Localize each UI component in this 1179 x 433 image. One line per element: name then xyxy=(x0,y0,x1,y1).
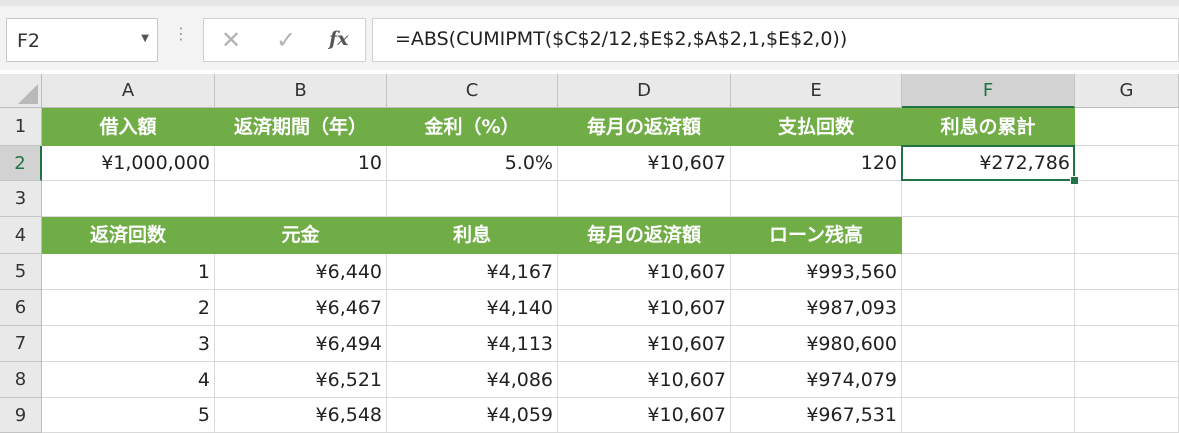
cell-g2[interactable] xyxy=(1075,146,1179,181)
cancel-icon[interactable]: ✕ xyxy=(221,26,242,54)
cell-f9[interactable] xyxy=(902,398,1075,433)
cell-a7[interactable]: 3 xyxy=(42,326,215,362)
cell-a5[interactable]: 1 xyxy=(42,254,215,290)
formula-input[interactable]: =ABS(CUMIPMT($C$2/12,$E$2,$A$2,1,$E$2,0)… xyxy=(372,18,1179,62)
column-header-a[interactable]: A xyxy=(42,74,215,108)
cell-f7[interactable] xyxy=(902,326,1075,362)
check-icon[interactable]: ✓ xyxy=(276,26,297,54)
fill-handle[interactable] xyxy=(1070,176,1079,185)
cell-a2[interactable]: ¥1,000,000 xyxy=(42,146,215,181)
cell-d6[interactable]: ¥10,607 xyxy=(558,290,731,326)
formula-bar: F2 ▼ ⋮ ✕ ✓ fx =ABS(CUMIPMT($C$2/12,$E$2,… xyxy=(0,6,1179,70)
cell-d5[interactable]: ¥10,607 xyxy=(558,254,731,290)
column-header-c[interactable]: C xyxy=(387,74,558,108)
cell-a4[interactable]: 返済回数 xyxy=(42,217,215,254)
cell-b5[interactable]: ¥6,440 xyxy=(215,254,387,290)
cell-d9[interactable]: ¥10,607 xyxy=(558,398,731,433)
cell-g4[interactable] xyxy=(1075,217,1179,254)
cell-d7[interactable]: ¥10,607 xyxy=(558,326,731,362)
insert-function-icon[interactable]: fx xyxy=(329,28,349,50)
cell-f5[interactable] xyxy=(902,254,1075,290)
chevron-down-icon[interactable]: ▼ xyxy=(141,33,149,44)
column-header-d[interactable]: D xyxy=(558,74,731,108)
cell-g5[interactable] xyxy=(1075,254,1179,290)
cell-b9[interactable]: ¥6,548 xyxy=(215,398,387,433)
cell-c4[interactable]: 利息 xyxy=(387,217,558,254)
cell-a3[interactable] xyxy=(42,181,215,217)
cell-e9[interactable]: ¥967,531 xyxy=(731,398,902,433)
cell-g3[interactable] xyxy=(1075,181,1179,217)
cell-b2[interactable]: 10 xyxy=(215,146,387,181)
cell-f3[interactable] xyxy=(902,181,1075,217)
cell-e3[interactable] xyxy=(731,181,902,217)
column-header-b[interactable]: B xyxy=(215,74,387,108)
cell-c7[interactable]: ¥4,113 xyxy=(387,326,558,362)
name-box-value: F2 xyxy=(17,30,41,52)
cell-c5[interactable]: ¥4,167 xyxy=(387,254,558,290)
row-header-7[interactable]: 7 xyxy=(0,326,42,362)
cell-e6[interactable]: ¥987,093 xyxy=(731,290,902,326)
cell-e5[interactable]: ¥993,560 xyxy=(731,254,902,290)
cell-d1[interactable]: 毎月の返済額 xyxy=(558,108,731,146)
cell-b8[interactable]: ¥6,521 xyxy=(215,362,387,398)
row-header-4[interactable]: 4 xyxy=(0,217,42,254)
cell-f4[interactable] xyxy=(902,217,1075,254)
cell-c1[interactable]: 金利（%） xyxy=(387,108,558,146)
cell-c6[interactable]: ¥4,140 xyxy=(387,290,558,326)
cell-g9[interactable] xyxy=(1075,398,1179,433)
cell-b6[interactable]: ¥6,467 xyxy=(215,290,387,326)
row-header-9[interactable]: 9 xyxy=(0,398,42,433)
row-header-8[interactable]: 8 xyxy=(0,362,42,398)
cell-b4[interactable]: 元金 xyxy=(215,217,387,254)
select-all-button[interactable] xyxy=(0,74,42,108)
name-box[interactable]: F2 ▼ xyxy=(6,18,158,62)
cell-f1[interactable]: 利息の累計 xyxy=(902,108,1075,146)
row-header-1[interactable]: 1 xyxy=(0,108,42,146)
cell-g8[interactable] xyxy=(1075,362,1179,398)
cell-a8[interactable]: 4 xyxy=(42,362,215,398)
cell-f2[interactable]: ¥272,786 xyxy=(902,146,1075,181)
cell-f6[interactable] xyxy=(902,290,1075,326)
cell-b7[interactable]: ¥6,494 xyxy=(215,326,387,362)
cell-d3[interactable] xyxy=(558,181,731,217)
formula-text: =ABS(CUMIPMT($C$2/12,$E$2,$A$2,1,$E$2,0)… xyxy=(395,28,848,50)
cell-g7[interactable] xyxy=(1075,326,1179,362)
cell-c3[interactable] xyxy=(387,181,558,217)
cell-a1[interactable]: 借入額 xyxy=(42,108,215,146)
cell-c2[interactable]: 5.0% xyxy=(387,146,558,181)
cell-e2[interactable]: 120 xyxy=(731,146,902,181)
cell-d4[interactable]: 毎月の返済額 xyxy=(558,217,731,254)
cell-c8[interactable]: ¥4,086 xyxy=(387,362,558,398)
cell-e1[interactable]: 支払回数 xyxy=(731,108,902,146)
row-header-5[interactable]: 5 xyxy=(0,254,42,290)
column-header-g[interactable]: G xyxy=(1075,74,1179,108)
select-all-triangle-icon xyxy=(18,84,38,104)
formula-buttons: ✕ ✓ fx xyxy=(203,18,366,62)
drag-handle-icon[interactable]: ⋮ xyxy=(173,24,189,43)
cell-d2[interactable]: ¥10,607 xyxy=(558,146,731,181)
cell-f8[interactable] xyxy=(902,362,1075,398)
cell-e7[interactable]: ¥980,600 xyxy=(731,326,902,362)
column-header-f[interactable]: F xyxy=(902,74,1075,108)
cell-g6[interactable] xyxy=(1075,290,1179,326)
cell-b1[interactable]: 返済期間（年） xyxy=(215,108,387,146)
window-top-edge xyxy=(0,0,1179,6)
row-header-2[interactable]: 2 xyxy=(0,146,42,181)
cell-e4[interactable]: ローン残高 xyxy=(731,217,902,254)
cell-b3[interactable] xyxy=(215,181,387,217)
cell-e8[interactable]: ¥974,079 xyxy=(731,362,902,398)
cell-c9[interactable]: ¥4,059 xyxy=(387,398,558,433)
column-header-e[interactable]: E xyxy=(731,74,902,108)
row-header-3[interactable]: 3 xyxy=(0,181,42,217)
cell-a6[interactable]: 2 xyxy=(42,290,215,326)
cell-g1[interactable] xyxy=(1075,108,1179,146)
cell-d8[interactable]: ¥10,607 xyxy=(558,362,731,398)
cell-a9[interactable]: 5 xyxy=(42,398,215,433)
row-header-6[interactable]: 6 xyxy=(0,290,42,326)
